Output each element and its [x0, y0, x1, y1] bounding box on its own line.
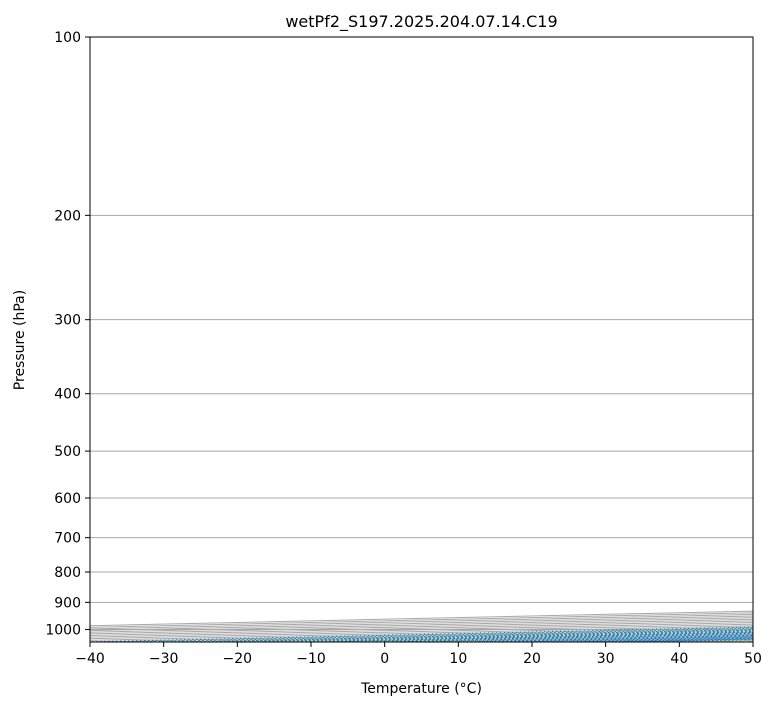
isotherm-line [361, 633, 753, 642]
moist-adiabat-line [240, 630, 753, 642]
y-tick-label: 700 [54, 531, 81, 547]
dry-adiabat-line [167, 628, 753, 642]
mixing-ratio-line [191, 629, 753, 642]
chart-title: wetPf2_S197.2025.204.07.14.C19 [285, 12, 557, 32]
moist-adiabat-line [477, 635, 753, 642]
moist-adiabat-line [359, 633, 753, 642]
x-tick-label: 30 [597, 651, 615, 667]
dry-adiabat-line [757, 37, 775, 644]
isotherm-line [90, 625, 753, 641]
dry-adiabat-line [540, 637, 753, 642]
x-tick-label: 10 [449, 651, 467, 667]
moist-adiabat-line [152, 628, 753, 642]
x-tick-label: −10 [296, 651, 326, 667]
isotherm-line [90, 626, 753, 642]
y-axis: 100 200 300 400 500 600 700 800 900 1000 [45, 30, 90, 638]
moist-adiabat-line [418, 634, 753, 642]
isotherm-line [90, 621, 753, 638]
y-tick-label: 1000 [45, 622, 81, 638]
isotherm-line [90, 610, 753, 627]
isotherm-line [140, 628, 753, 642]
isotherm-line [730, 641, 753, 642]
mixing-ratio-line [105, 627, 753, 642]
dry-adiabat-line [316, 631, 753, 642]
moist-adiabat-line [625, 639, 753, 642]
moist-adiabat-line [93, 626, 753, 642]
mixing-ratio-line [90, 626, 753, 642]
isotherm-line [214, 630, 753, 642]
y-tick-label: 600 [54, 491, 81, 507]
moist-adiabat-line [684, 640, 753, 642]
x-tick-label: −40 [75, 651, 105, 667]
dry-adiabat-line [92, 626, 753, 642]
isotherm-line [435, 634, 753, 642]
plot-area: 0.10.20.40.611.52346810131620253036-100-… [90, 10, 775, 647]
mixing-ratio-line [158, 628, 753, 642]
isotherm-line [90, 615, 753, 632]
moist-adiabat-line [181, 628, 753, 642]
dry-adiabat-line [615, 638, 753, 642]
x-tick-label: 0 [380, 651, 389, 667]
moist-adiabat-line [270, 630, 753, 642]
isotherm-line [90, 618, 753, 635]
isotherm-line [509, 636, 753, 642]
isotherm-line [90, 613, 753, 630]
isotherm-line [90, 620, 753, 636]
dry-adiabat-line [466, 635, 753, 642]
moist-adiabat-line [566, 637, 753, 642]
y-tick-label: 400 [54, 387, 81, 403]
x-axis-title: Temperature (°C) [360, 681, 482, 697]
moist-adiabat-line [536, 637, 753, 642]
isotherm-line [90, 617, 753, 633]
y-tick-label: 200 [54, 208, 81, 224]
isotherm-line [582, 638, 753, 642]
moist-adiabat-line [122, 627, 753, 642]
dry-adiabat-line [682, 37, 775, 644]
y-tick-label: 500 [54, 444, 81, 460]
isotherm-line [90, 612, 753, 628]
plot-frame [89, 36, 754, 643]
x-tick-label: −30 [149, 651, 179, 667]
dry-adiabat-line [241, 630, 753, 642]
y-tick-label: 900 [54, 595, 81, 611]
moist-adiabat-line [507, 636, 753, 642]
y-tick-label: 800 [54, 565, 81, 581]
x-tick-label: 50 [744, 651, 762, 667]
moist-adiabat-line [211, 629, 753, 642]
x-axis: −40 −30 −20 −10 0 10 20 30 40 50 [75, 642, 762, 667]
y-tick-label: 300 [54, 313, 81, 329]
moist-adiabat-line [655, 639, 753, 642]
moist-adiabat-line [299, 631, 753, 642]
x-tick-label: 40 [670, 651, 688, 667]
moist-adiabat-line [596, 638, 753, 642]
moist-adiabat-line [388, 633, 753, 642]
isotherm-line [288, 631, 753, 642]
moist-adiabat-line [329, 632, 753, 642]
dry-adiabat-line [391, 633, 753, 642]
x-tick-label: −20 [223, 651, 253, 667]
isotherm-line [607, 10, 775, 647]
moist-adiabat-line [447, 635, 753, 642]
y-tick-label: 100 [54, 30, 81, 46]
x-tick-label: 20 [523, 651, 541, 667]
y-axis-title: Pressure (hPa) [12, 290, 28, 390]
dry-adiabat-line [690, 640, 753, 642]
isotherm-line [90, 623, 753, 640]
isotherm-line [656, 639, 753, 642]
